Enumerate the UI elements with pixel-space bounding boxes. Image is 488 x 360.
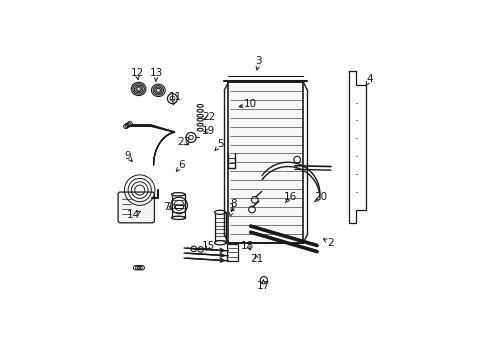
Text: 20: 20 [314,192,327,202]
Text: 2: 2 [327,238,334,248]
Text: 14: 14 [127,210,140,220]
Text: 21: 21 [249,254,263,264]
Text: 16: 16 [284,192,297,202]
Text: 13: 13 [149,68,163,78]
Text: 11: 11 [169,92,182,102]
Text: 12: 12 [130,68,143,78]
Text: 17: 17 [257,281,270,291]
Text: 8: 8 [230,199,237,209]
Text: 18: 18 [241,240,254,251]
Text: 1: 1 [229,203,235,213]
Bar [214,212,225,243]
Ellipse shape [171,216,184,220]
Text: 15: 15 [202,240,215,251]
Text: 23: 23 [177,138,190,148]
Bar [226,244,238,261]
Text: 4: 4 [366,74,372,84]
Text: 6: 6 [178,160,184,170]
Bar [171,194,184,218]
Text: 5: 5 [216,139,223,149]
Text: 9: 9 [124,151,131,161]
FancyBboxPatch shape [118,192,154,223]
Text: 22: 22 [202,112,215,122]
Ellipse shape [214,241,225,245]
Bar [175,205,183,208]
Text: 7: 7 [163,202,169,212]
Text: 19: 19 [202,126,215,135]
Ellipse shape [171,193,184,196]
Text: 10: 10 [244,99,257,109]
Ellipse shape [214,210,225,214]
Text: 3: 3 [255,56,262,66]
Bar [228,82,303,243]
